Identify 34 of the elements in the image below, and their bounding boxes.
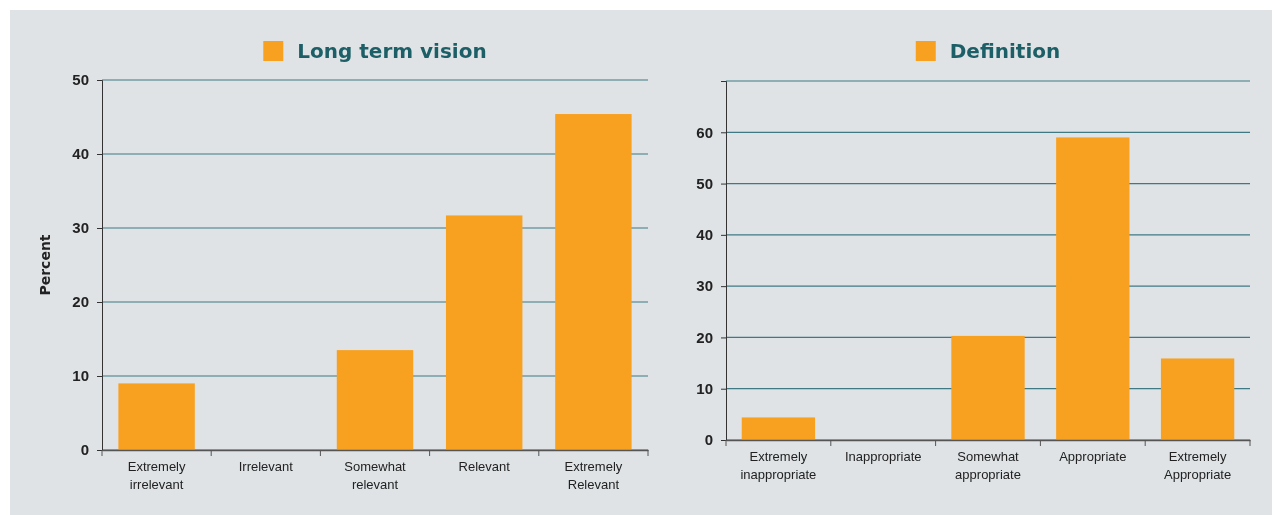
x-tick-label: Extremely Relevant	[564, 459, 623, 492]
y-tick-label: 20	[696, 328, 713, 346]
x-tick-label: Extremely irrelevant	[127, 459, 186, 492]
bar	[1056, 137, 1130, 440]
y-tick-label: 30	[696, 277, 713, 295]
y-tick-label: 10	[72, 367, 89, 385]
x-tick-label: Irrelevant	[238, 459, 294, 475]
x-tick-label: Relevant	[458, 459, 511, 475]
bar	[1160, 358, 1235, 440]
x-tick-label: Somewhat appropriate	[955, 449, 1021, 482]
bar	[336, 350, 414, 450]
y-tick-label: 50	[696, 174, 713, 192]
x-tick-label: Extremely inappropriate	[740, 449, 817, 482]
y-tick-label: 50	[72, 71, 89, 89]
x-tick-label: Inappropriate	[844, 449, 922, 465]
x-tick-label: Extremely Appropriate	[1163, 449, 1232, 482]
y-tick-label: 40	[696, 226, 713, 244]
y-tick-label: 60	[696, 123, 713, 141]
bar	[118, 383, 195, 450]
y-tick-label: 20	[72, 293, 89, 311]
bar	[445, 215, 523, 450]
y-tick-label: 0	[704, 431, 713, 449]
y-tick-label: 0	[80, 441, 89, 459]
bar	[741, 417, 816, 440]
bar	[951, 335, 1025, 440]
y-tick-label: 10	[696, 380, 713, 398]
y-tick-label: 30	[72, 219, 89, 237]
x-tick-label: Appropriate	[1059, 449, 1127, 465]
bar	[555, 114, 632, 450]
x-tick-label: Somewhat relevant	[344, 459, 407, 492]
legend-label: Long term vision	[297, 39, 487, 63]
y-tick-label: 40	[72, 145, 89, 163]
y-axis-title: Percent	[37, 234, 53, 296]
legend-label: Definition	[949, 39, 1061, 63]
